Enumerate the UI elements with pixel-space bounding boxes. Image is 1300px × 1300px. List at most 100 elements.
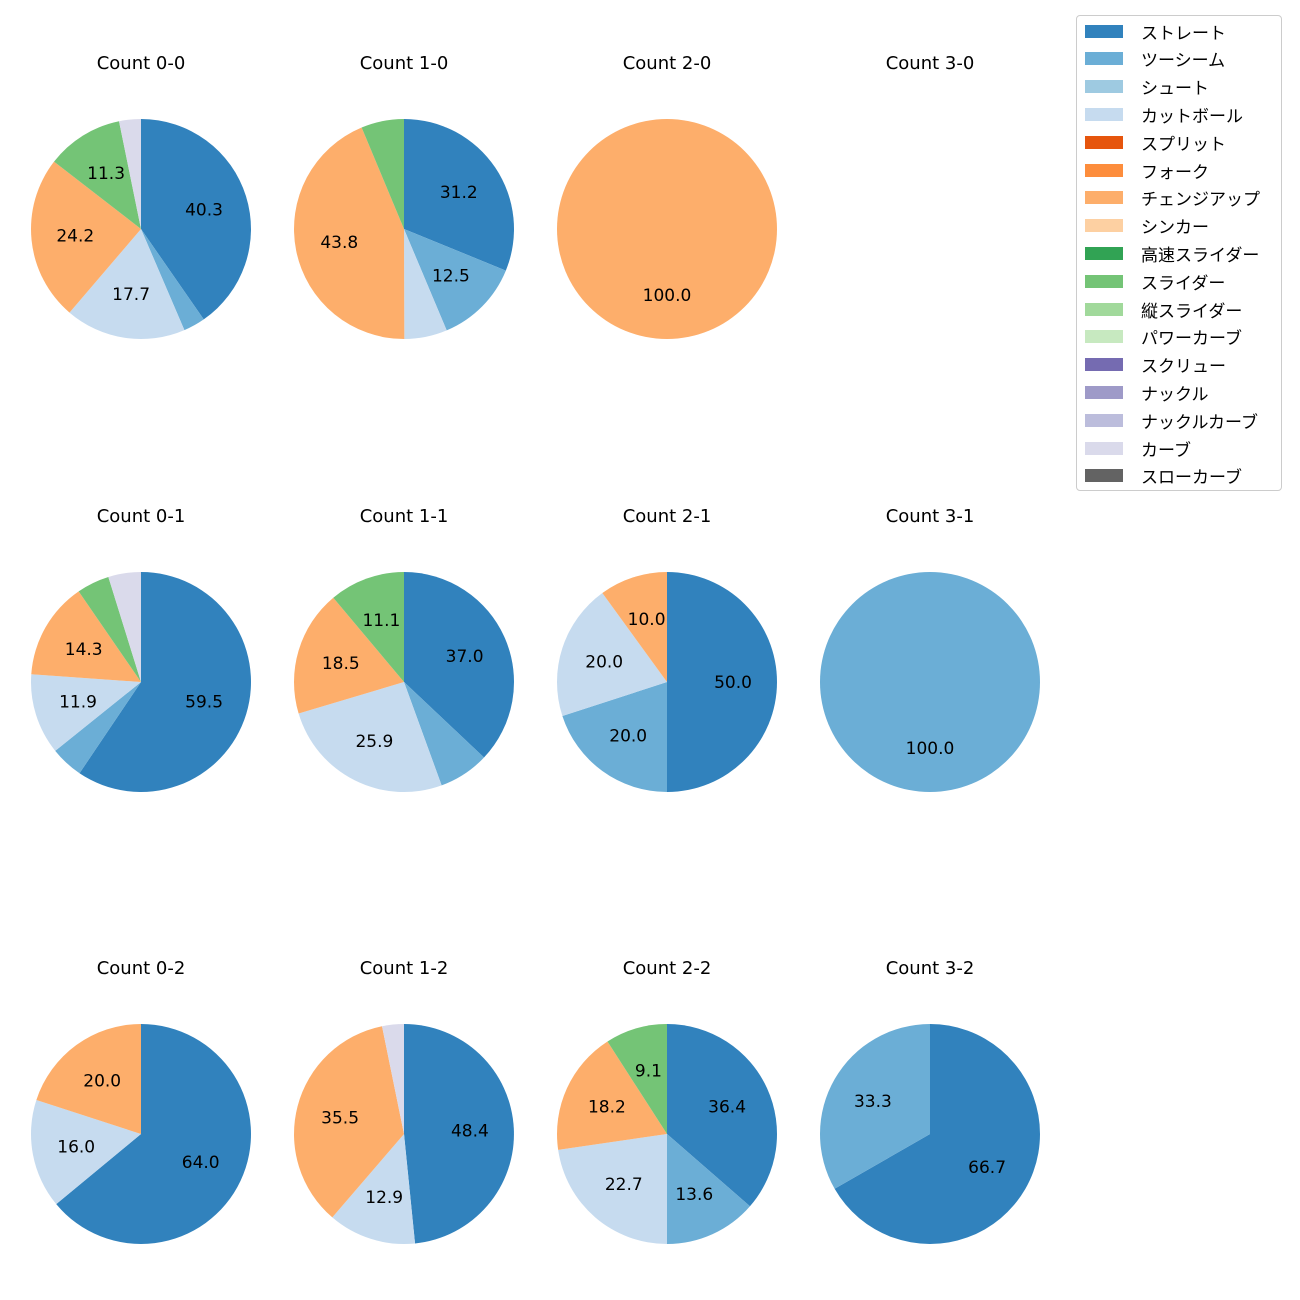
pie-chart: Count 1-2 48.4 12.9 35.5 [294, 958, 514, 1244]
legend-swatch [1085, 330, 1123, 344]
legend-label: スローカーブ [1141, 468, 1242, 489]
pie-slice [558, 1134, 667, 1244]
legend-label: スクリュー [1141, 357, 1226, 378]
legend-label: ツーシーム [1141, 51, 1226, 72]
legend-item: スローカーブ [1085, 466, 1242, 489]
pie-slice [557, 1041, 667, 1150]
pie-chart: Count 3-2 66.7 33.3 [819, 958, 1040, 1244]
slice-label: 12.9 [365, 1188, 403, 1208]
pie-slice [36, 1024, 141, 1134]
pie-chart: Count 0-2 64.0 16.0 20.0 [30, 958, 251, 1244]
pie-slice [31, 161, 142, 313]
legend-swatch [1085, 385, 1123, 399]
slice-label: 14.3 [65, 640, 103, 660]
pie-slice [562, 682, 667, 792]
legend-item: 縦スライダー [1085, 299, 1243, 322]
pie-slice [55, 682, 141, 774]
legend-item: 高速スライダー [1085, 243, 1259, 266]
slice-label: 43.8 [320, 233, 358, 253]
legend-swatch [1085, 441, 1123, 455]
slice-label: 17.7 [112, 285, 150, 305]
pie-title: Count 1-2 [360, 958, 449, 979]
pie-slice [69, 229, 185, 339]
slice-label: 100.0 [906, 739, 955, 759]
pie-slice [667, 1024, 777, 1207]
pie-slice [108, 572, 141, 682]
pie-slice [332, 1134, 416, 1244]
legend-item: ストレート [1085, 21, 1226, 44]
slice-label: 40.3 [185, 200, 223, 220]
pie-title: Count 3-1 [886, 506, 975, 527]
pie-chart: Count 0-0 40.3 17.7 24.2 11.3 [31, 53, 251, 339]
legend-swatch [1085, 52, 1123, 66]
legend-item: フォーク [1085, 160, 1209, 183]
pie-slice [54, 121, 141, 229]
pie-slice [819, 1023, 930, 1189]
pie-title: Count 3-2 [886, 958, 975, 979]
pie-slice [556, 593, 667, 716]
legend-label: カットボール [1141, 106, 1243, 127]
legend-swatch [1085, 274, 1123, 288]
pie-title: Count 2-2 [623, 958, 712, 979]
pie-chart: Count 2-2 36.4 13.6 22.7 18.2 9.1 [557, 958, 777, 1244]
pie-slice [382, 1024, 404, 1134]
slice-label: 13.6 [675, 1185, 713, 1205]
legend-item: スライダー [1085, 271, 1226, 294]
pie-slice [298, 682, 442, 793]
slice-label: 25.9 [355, 732, 393, 752]
slice-label: 16.0 [57, 1137, 95, 1157]
pie-slice [79, 572, 251, 792]
slice-label: 48.4 [451, 1122, 489, 1142]
legend-item: カットボール [1085, 104, 1243, 127]
slice-label: 33.3 [854, 1092, 892, 1112]
pie-slice [404, 229, 506, 331]
legend-item: カーブ [1085, 438, 1191, 461]
slice-label: 36.4 [708, 1098, 746, 1118]
pie-title: Count 0-2 [97, 958, 186, 979]
slice-label: 9.1 [635, 1062, 662, 1082]
pie-title: Count 0-1 [97, 506, 186, 527]
slice-label: 22.7 [605, 1175, 643, 1195]
legend-label: スライダー [1141, 273, 1226, 294]
pie-slice [404, 119, 515, 271]
legend-item: シンカー [1085, 216, 1209, 238]
legend-label: 縦スライダー [1141, 301, 1243, 322]
pie-slice [56, 1024, 251, 1244]
pie-chart: Count 2-0 100.0 [557, 53, 777, 339]
pie-chart: Count 3-0 [886, 53, 975, 74]
legend-label: ナックル [1141, 384, 1209, 405]
pie-slice [602, 572, 667, 682]
legend-swatch [1085, 358, 1123, 372]
slice-label: 24.2 [56, 227, 94, 247]
pie-slice [294, 1026, 404, 1218]
pie-title: Count 0-0 [97, 53, 186, 74]
legend-swatch [1085, 135, 1123, 149]
slice-label: 50.0 [714, 673, 752, 693]
legend-swatch [1085, 469, 1123, 483]
legend-swatch [1085, 24, 1123, 38]
legend-label: フォーク [1141, 162, 1209, 183]
pie-slice [404, 572, 515, 758]
slice-label: 20.0 [83, 1072, 121, 1092]
pie-slice [404, 1024, 514, 1244]
slice-label: 11.1 [362, 611, 400, 631]
legend-swatch [1085, 246, 1123, 260]
legend-label: チェンジアップ [1141, 190, 1260, 211]
slice-label: 100.0 [643, 286, 692, 306]
legend-item: スクリュー [1085, 355, 1226, 378]
legend-item: ナックル [1085, 382, 1209, 405]
legend-label: カーブ [1141, 440, 1191, 461]
pie-title: Count 1-0 [360, 53, 449, 74]
pie-chart: Count 0-1 59.5 11.9 14.3 [30, 506, 251, 792]
slice-label: 20.0 [585, 653, 623, 673]
pie-chart: Count 3-1 100.0 [820, 506, 1040, 792]
legend-item: スプリット [1085, 132, 1226, 155]
pie-title: Count 1-1 [360, 506, 449, 527]
pie-chart: Count 1-1 37.0 25.9 18.5 11.1 [293, 506, 515, 793]
legend-label: ナックルカーブ [1141, 412, 1258, 433]
pie-slice [31, 591, 141, 682]
legend-swatch [1085, 163, 1123, 177]
slice-label: 18.2 [588, 1098, 626, 1118]
pie-slice [293, 597, 404, 714]
